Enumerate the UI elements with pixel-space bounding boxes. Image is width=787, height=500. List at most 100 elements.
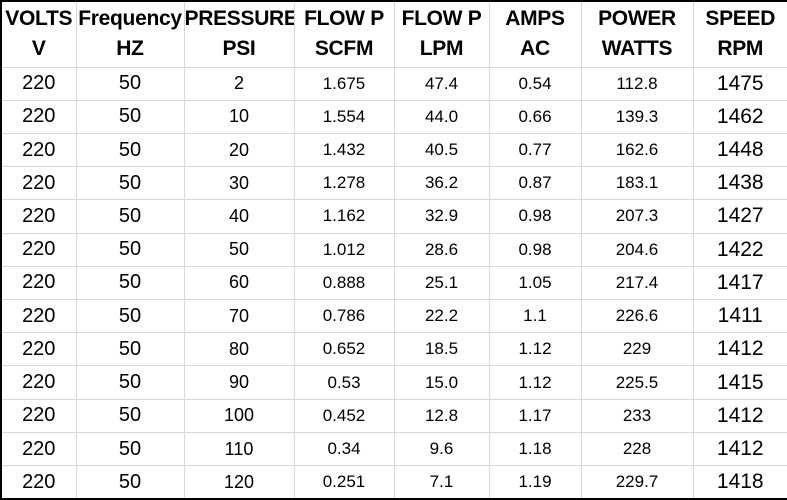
cell: 220 — [0, 398, 77, 433]
cell: 220 — [0, 132, 77, 168]
cell: 60 — [183, 265, 295, 301]
column-unit: LPM — [419, 37, 464, 61]
cell: 20 — [183, 132, 295, 168]
cell: 220 — [0, 332, 77, 367]
cell: 220 — [0, 199, 77, 234]
cell: 0.53 — [293, 365, 395, 400]
column-title: FLOW P — [401, 7, 482, 31]
cell: 1412 — [692, 431, 787, 467]
cell: 25.1 — [393, 265, 490, 301]
cell: 50 — [75, 199, 185, 234]
cell: 12.8 — [393, 398, 490, 433]
cell: 110 — [183, 431, 295, 467]
table-row: 220 50 80 0.652 18.5 1.12 229 1412 — [0, 332, 787, 367]
cell: 204.6 — [580, 232, 694, 267]
cell: 112.8 — [580, 66, 694, 101]
column-title: SPEED — [705, 7, 776, 31]
column-title: PRESSURE — [184, 7, 294, 31]
cell: 50 — [75, 431, 185, 467]
cell: 50 — [75, 99, 185, 134]
cell: 50 — [75, 332, 185, 367]
cell: 1.162 — [293, 199, 395, 234]
cell: 229 — [580, 332, 694, 367]
cell: 0.98 — [488, 199, 582, 234]
table-row: 220 50 40 1.162 32.9 0.98 207.3 1427 — [0, 199, 787, 234]
cell: 36.2 — [393, 166, 490, 201]
cell: 0.452 — [293, 398, 395, 433]
cell: 220 — [0, 66, 77, 101]
cell: 220 — [0, 365, 77, 400]
cell: 1.278 — [293, 166, 395, 201]
cell: 1412 — [692, 398, 787, 433]
cell: 1418 — [692, 465, 787, 500]
cell: 1.05 — [488, 265, 582, 301]
cell: 44.0 — [393, 99, 490, 134]
table-row: 220 50 90 0.53 15.0 1.12 225.5 1415 — [0, 365, 787, 400]
table-row: 220 50 110 0.34 9.6 1.18 228 1412 — [0, 431, 787, 467]
cell: 10 — [183, 99, 295, 134]
cell: 228 — [580, 431, 694, 467]
cell: 50 — [75, 398, 185, 433]
column-unit: V — [31, 37, 46, 61]
column-title: FLOW P — [304, 7, 384, 31]
column-title: POWER — [598, 7, 676, 31]
cell: 1.012 — [293, 232, 395, 267]
cell: 120 — [183, 465, 295, 500]
cell: 32.9 — [393, 199, 490, 234]
cell: 2 — [183, 66, 295, 101]
cell: 0.54 — [488, 66, 582, 101]
cell: 220 — [0, 265, 77, 301]
cell: 50 — [183, 232, 295, 267]
table-row: 220 50 10 1.554 44.0 0.66 139.3 1462 — [0, 99, 787, 134]
cell: 50 — [75, 132, 185, 168]
cell: 162.6 — [580, 132, 694, 168]
cell: 1448 — [692, 132, 787, 168]
cell: 40 — [183, 199, 295, 234]
cell: 1462 — [692, 99, 787, 134]
cell: 50 — [75, 66, 185, 101]
column-header-rpm: SPEED RPM — [692, 0, 787, 68]
cell: 18.5 — [393, 332, 490, 367]
cell: 1417 — [692, 265, 787, 301]
cell: 139.3 — [580, 99, 694, 134]
cell: 1475 — [692, 66, 787, 101]
table-row: 220 50 60 0.888 25.1 1.05 217.4 1417 — [0, 265, 787, 301]
table-row: 220 50 20 1.432 40.5 0.77 162.6 1448 — [0, 132, 787, 168]
cell: 15.0 — [393, 365, 490, 400]
column-title: VOLTS — [5, 7, 73, 31]
cell: 183.1 — [580, 166, 694, 201]
cell: 90 — [183, 365, 295, 400]
cell: 22.2 — [393, 299, 490, 334]
cell: 50 — [75, 265, 185, 301]
cell: 0.77 — [488, 132, 582, 168]
cell: 220 — [0, 99, 77, 134]
column-title: Frequency — [78, 7, 182, 31]
cell: 220 — [0, 465, 77, 500]
column-header-ac: AMPS AC — [488, 0, 582, 68]
header-row: VOLTS V Frequency HZ PRESSURE PSI FLOW P SCFM FL… — [0, 0, 787, 68]
cell: 229.7 — [580, 465, 694, 500]
column-unit: RPM — [717, 37, 764, 61]
cell: 1.17 — [488, 398, 582, 433]
column-header-lpm: FLOW P LPM — [393, 0, 490, 68]
cell: 70 — [183, 299, 295, 334]
cell: 0.251 — [293, 465, 395, 500]
cell: 30 — [183, 166, 295, 201]
cell: 220 — [0, 166, 77, 201]
cell: 1422 — [692, 232, 787, 267]
cell: 50 — [75, 365, 185, 400]
cell: 1.1 — [488, 299, 582, 334]
column-unit: HZ — [116, 37, 144, 61]
cell: 40.5 — [393, 132, 490, 168]
cell: 1415 — [692, 365, 787, 400]
table-row: 220 50 100 0.452 12.8 1.17 233 1412 — [0, 398, 787, 433]
cell: 0.66 — [488, 99, 582, 134]
column-unit: WATTS — [601, 37, 673, 61]
cell: 226.6 — [580, 299, 694, 334]
cell: 225.5 — [580, 365, 694, 400]
cell: 100 — [183, 398, 295, 433]
cell: 1.12 — [488, 365, 582, 400]
column-unit: PSI — [222, 37, 256, 61]
table-row: 220 50 50 1.012 28.6 0.98 204.6 1422 — [0, 232, 787, 267]
